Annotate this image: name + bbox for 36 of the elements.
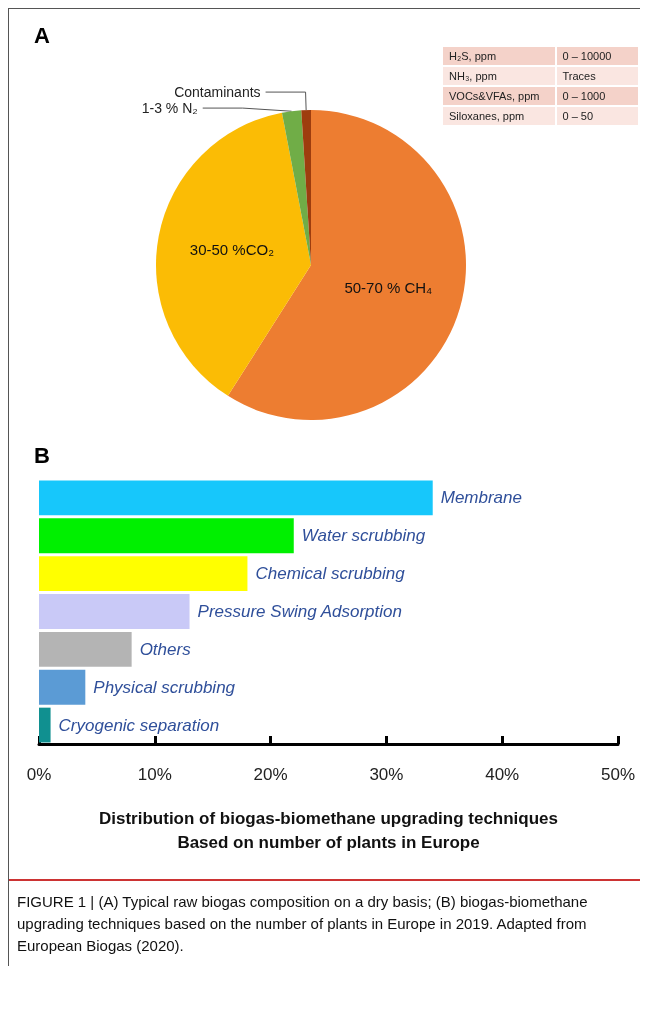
y-tick-label: Others xyxy=(139,639,192,659)
y-tick-label: Physical scrubbing xyxy=(93,677,236,697)
caption: FIGURE 1 | (A) Typical raw biogas composition on a dry basis; (B) biogas-biomethane upgrading techniques based on the number of plants in Europe in 2019. Adapted from European Biogas (2020). xyxy=(17,892,589,956)
chart-title: B xyxy=(34,442,50,468)
y-tick-label: Cryogenic separation xyxy=(58,715,220,735)
y-tick-label: Chemical scrubbing xyxy=(255,564,406,584)
text: 0 – 50 xyxy=(561,109,595,124)
bar xyxy=(39,669,86,705)
slice-label: 1-3 % N₂ xyxy=(141,100,198,117)
slice-label: Contaminants xyxy=(174,84,261,101)
text: 0 – 1000 xyxy=(561,89,607,104)
x-axis-title: Distribution of biogas-biomethane upgrading techniques Based on number of plants in Europe xyxy=(99,808,558,852)
bar xyxy=(39,480,433,516)
bar xyxy=(39,594,190,629)
y-tick-label: Pressure Swing Adsorption xyxy=(197,602,402,621)
y-tick-label: Membrane xyxy=(440,488,522,508)
x-tick-label: 30% xyxy=(369,765,404,784)
chart-title: A xyxy=(34,22,50,48)
text: Traces xyxy=(561,69,597,84)
x-tick-label: 10% xyxy=(137,765,172,784)
text: VOCs&VFAs, ppm xyxy=(448,89,541,104)
slice-label: 30-50 %CO₂ xyxy=(189,241,275,259)
bar xyxy=(39,707,51,743)
text: 0 – 10000 xyxy=(561,49,613,64)
slice-label: 50-70 % CH₄ xyxy=(344,278,433,296)
x-tick-label: 50% xyxy=(600,765,636,784)
text: Siloxanes, ppm xyxy=(448,109,526,124)
x-tick-label: 20% xyxy=(253,765,288,784)
text: NH₃, ppm xyxy=(448,69,498,84)
y-tick-label: Water scrubbing xyxy=(301,526,426,546)
text: H₂S, ppm xyxy=(448,49,498,64)
x-tick-label: 40% xyxy=(485,765,520,784)
bar xyxy=(39,631,132,667)
bar xyxy=(39,518,294,554)
bar xyxy=(39,556,248,592)
x-tick-label: 0% xyxy=(26,765,52,784)
